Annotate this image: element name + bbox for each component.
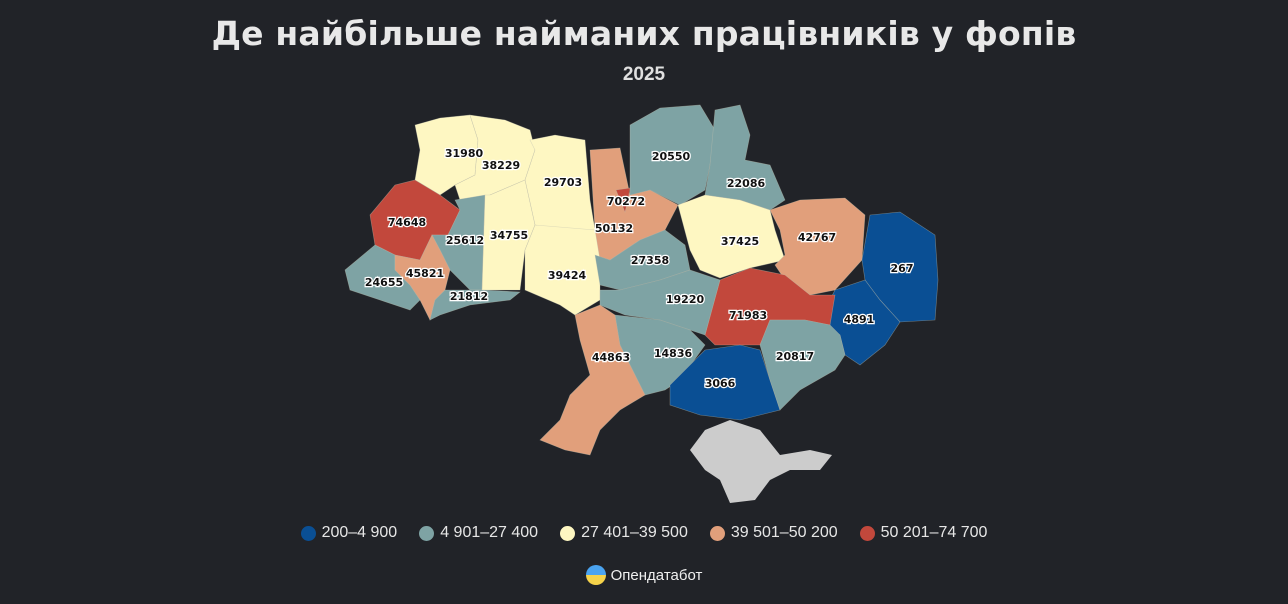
region-value-label: 22086 [727,177,766,190]
region-value-label: 45821 [406,267,444,280]
region-27358[interactable] [594,229,691,291]
region-value-label: 21812 [450,290,488,303]
region-value-label: 44863 [592,351,630,364]
region-value-label: 70272 [607,195,645,208]
region-34755[interactable] [481,179,536,291]
legend-item[interactable]: 4 901–27 400 [419,524,538,542]
region-value-label: 3066 [705,377,736,390]
region-value-label: 74648 [388,216,426,229]
region-value-label: 31980 [445,147,484,160]
legend-label: 27 401–39 500 [581,524,688,541]
region-22086[interactable] [704,104,786,211]
region-70272[interactable] [615,187,631,213]
region-20550[interactable] [629,104,716,206]
legend-item[interactable]: 27 401–39 500 [560,524,688,542]
region-value-label: 71983 [729,309,767,322]
legend-label: 200–4 900 [321,524,398,541]
region-value-label: 267 [891,262,914,275]
region-crimea-no-data[interactable] [690,420,832,503]
brand[interactable]: Опендатабот [0,565,1288,585]
region-value-label: 50132 [595,222,633,235]
legend-item[interactable]: 39 501–50 200 [709,524,838,542]
region-value-label: 27358 [631,254,669,267]
legend-item[interactable]: 50 201–74 700 [859,524,988,542]
region-value-label: 37425 [721,235,759,248]
region-44863[interactable] [539,304,646,456]
region-42767[interactable] [769,197,866,296]
region-value-label: 29703 [544,176,582,189]
legend-swatch [560,525,576,541]
legend-swatch [709,525,725,541]
legend-label: 50 201–74 700 [880,524,988,541]
region-value-label: 24655 [365,276,403,289]
region-value-label: 20817 [776,350,814,363]
map-title: Де найбільше найманих працівників у фопі… [211,14,1077,53]
region-267[interactable] [861,211,939,323]
region-value-label: 34755 [490,229,528,242]
brand-name: Опендатабот [610,566,703,584]
region-19220[interactable] [599,269,721,336]
legend-swatch [300,525,316,541]
legend-label: 39 501–50 200 [730,524,838,541]
legend-item[interactable]: 200–4 900 [300,524,398,542]
region-value-label: 4891 [844,313,875,326]
region-value-label: 39424 [548,269,587,282]
legend-swatch [859,525,875,541]
region-value-label: 25612 [446,234,484,247]
legend-swatch [419,525,435,541]
map-subtitle: 2025 [622,64,666,85]
region-value-label: 38229 [482,159,520,172]
region-20817[interactable] [759,319,846,411]
region-value-label: 19220 [666,293,705,306]
region-value-label: 20550 [652,150,691,163]
opendatabot-logo-icon [585,565,606,585]
region-value-label: 14836 [654,347,693,360]
legend-label: 4 901–27 400 [440,524,539,541]
legend: 200–4 900 4 901–27 400 27 401–39 500 39 … [0,524,1288,542]
region-21812[interactable] [429,289,521,321]
region-value-label: 42767 [798,231,836,244]
